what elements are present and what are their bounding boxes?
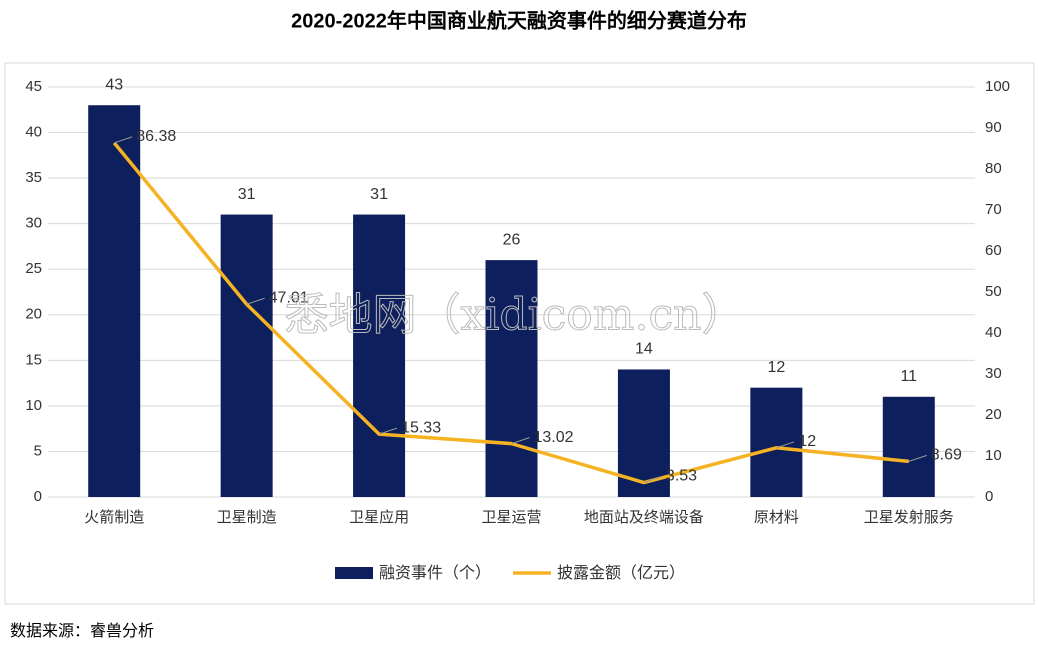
x-tick-label: 卫星运营 — [481, 509, 541, 526]
y2-tick-label: 20 — [985, 406, 1002, 423]
bar-value-label: 26 — [503, 231, 521, 248]
leader-line — [246, 297, 265, 305]
y2-tick-label: 70 — [985, 201, 1002, 218]
x-tick-label: 原材料 — [754, 509, 799, 526]
source-note: 数据来源：睿兽分析 — [10, 622, 154, 640]
line-value-label: 47.01 — [269, 289, 309, 306]
y2-tick-label: 100 — [985, 78, 1010, 95]
bar-value-label: 43 — [105, 76, 123, 93]
y-tick-label: 35 — [25, 169, 42, 186]
y2-tick-label: 0 — [985, 488, 993, 505]
line-value-label: 86.38 — [136, 128, 176, 145]
y2-tick-label: 30 — [985, 365, 1002, 382]
x-tick-label: 卫星制造 — [217, 509, 277, 526]
bar-value-label: 11 — [900, 368, 917, 385]
y-tick-label: 0 — [34, 488, 42, 505]
watermark: 悉地网（xidicom.cn） — [285, 290, 746, 341]
y-tick-label: 25 — [25, 260, 42, 277]
y-tick-label: 20 — [25, 306, 42, 323]
x-tick-label: 卫星应用 — [349, 508, 409, 526]
y-tick-label: 15 — [25, 351, 42, 368]
bar — [88, 105, 141, 497]
y-tick-label: 5 — [34, 442, 42, 459]
line-value-label: 12 — [798, 433, 816, 450]
bar-value-label: 31 — [370, 186, 388, 203]
chart-frame — [4, 62, 1035, 605]
leader-line — [643, 476, 663, 484]
leader-line — [378, 427, 398, 435]
line-value-label: 15.33 — [401, 419, 441, 436]
y2-tick-label: 50 — [985, 283, 1002, 300]
y2-tick-label: 10 — [985, 447, 1002, 464]
y-tick-label: 40 — [25, 124, 42, 141]
y-tick-label: 45 — [25, 78, 42, 95]
legend-swatch — [335, 567, 373, 579]
y2-tick-label: 60 — [985, 242, 1002, 259]
legend-label: 融资事件（个） — [379, 564, 491, 582]
y2-tick-label: 90 — [985, 119, 1002, 136]
bar — [750, 387, 803, 497]
line-value-label: 13.02 — [534, 429, 574, 446]
y-tick-label: 30 — [25, 215, 42, 232]
line-value-label: 8.69 — [931, 447, 962, 464]
bar — [353, 214, 406, 498]
y2-tick-label: 40 — [985, 324, 1002, 341]
x-tick-label: 地面站及终端设备 — [584, 509, 704, 526]
bar-value-label: 12 — [767, 359, 785, 376]
leader-line — [776, 441, 795, 449]
legend-label: 披露金额（亿元） — [557, 564, 685, 582]
bar — [220, 214, 273, 498]
leader-line — [511, 437, 530, 445]
y-tick-label: 10 — [25, 397, 42, 414]
bar-value-label: 31 — [238, 186, 256, 203]
leader-line — [908, 454, 927, 462]
y2-tick-label: 80 — [985, 160, 1002, 177]
line-value-label: 3.53 — [666, 468, 697, 485]
x-tick-label: 火箭制造 — [84, 508, 144, 526]
chart-title: 2020-2022年中国商业航天融资事件的细分赛道分布 — [291, 8, 747, 32]
bar — [882, 396, 935, 497]
leader-line — [114, 136, 133, 144]
x-tick-label: 卫星发射服务 — [864, 509, 954, 526]
bar — [485, 260, 538, 497]
bar-value-label: 14 — [635, 341, 653, 358]
